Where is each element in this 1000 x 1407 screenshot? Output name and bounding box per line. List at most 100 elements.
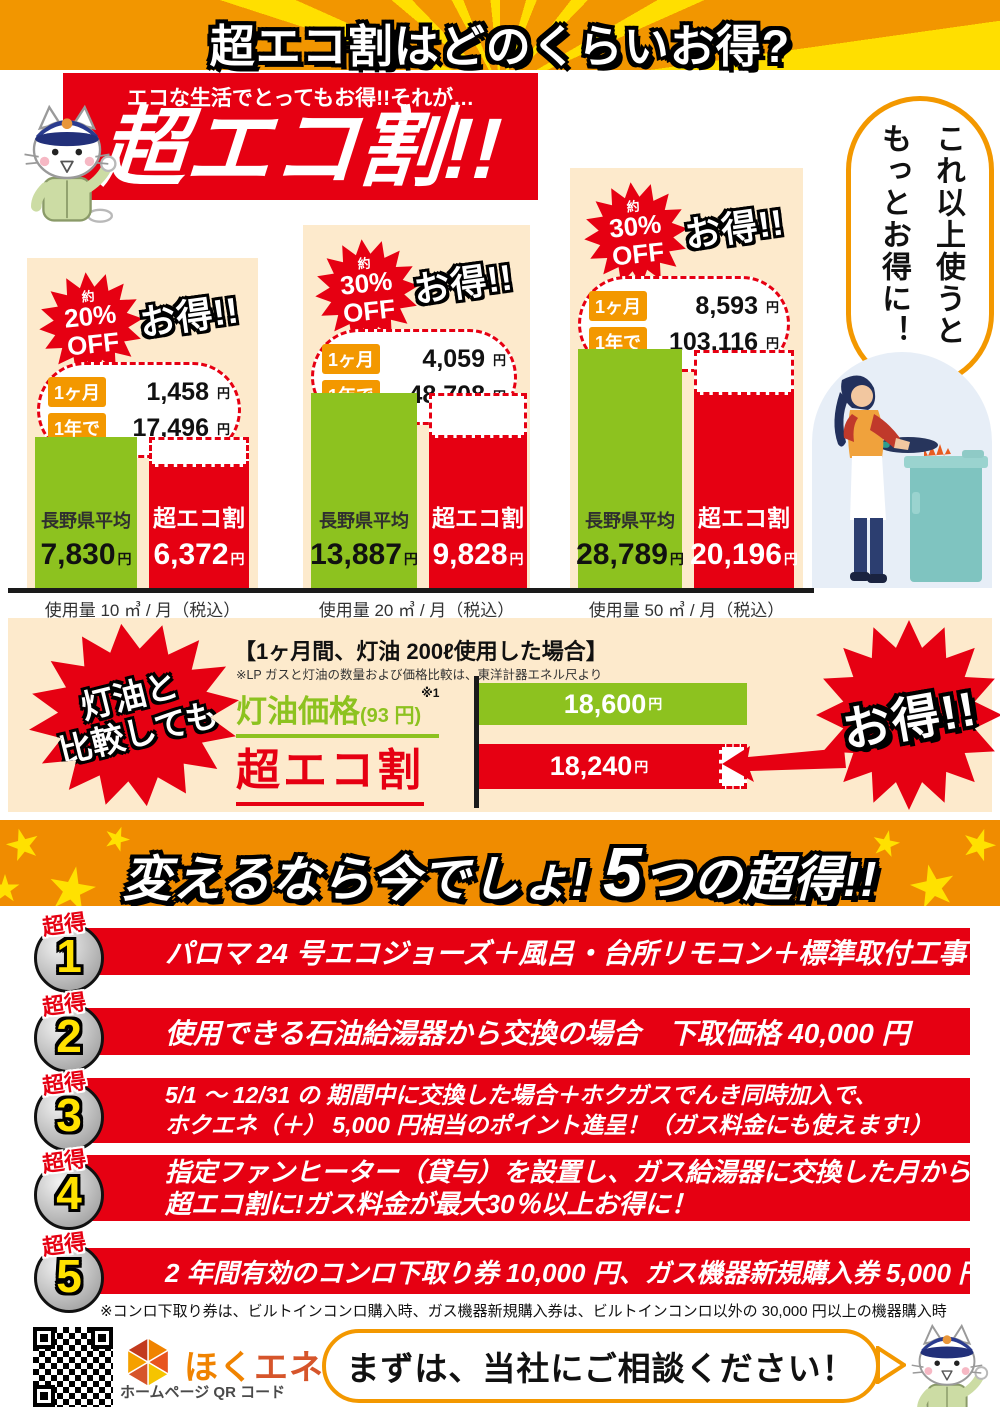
benefit-badge-circle	[34, 923, 104, 993]
benefit-row-1: パロマ 24 号エコジョーズ＋風呂・台所リモコン＋標準取付工事	[55, 928, 970, 975]
bar-value: 20,196	[690, 538, 782, 571]
benefit-text: パロマ 24 号エコジョーズ＋風呂・台所リモコン＋標準取付工事	[165, 937, 967, 969]
kerosene-note: ※LP ガスと灯油の数量および価格比較は、東洋計器エネル尺より	[236, 668, 603, 682]
kerosene-header: 【1ヶ月間、灯油 200ℓ使用した場合】	[234, 639, 608, 664]
chart-panel-usage-10: 約 20% OFF お得!! 1ヶ月 1,458 円 1年で 17,496 円 …	[27, 258, 258, 588]
bar-label: 超エコ割	[698, 505, 790, 531]
cta-text: まずは、当社にご相談ください！	[346, 1350, 856, 1387]
hbar-value: 18,600	[563, 688, 647, 719]
yen-unit: 円	[634, 758, 649, 775]
promo-banner: 変えるなら今でしょ! 5つの超得!!	[0, 820, 1000, 906]
more-savings-bubble: これ以上使うと もっとお得に！	[846, 96, 994, 388]
arrow-icon	[722, 746, 846, 782]
otoku-burst: お得!!	[816, 620, 1000, 810]
promo-title-head: 変えるなら今でしょ!	[122, 853, 603, 906]
hbar-kerosene: 18,600 円	[479, 683, 747, 725]
qr-code	[30, 1324, 116, 1407]
hbar-value: 18,240	[549, 751, 633, 781]
benefit-badge-label: 超得	[40, 989, 88, 1020]
benefit-badge-number: 5	[56, 1250, 82, 1302]
yen-unit: 円	[765, 335, 779, 351]
ecowari-label: 超エコ割	[236, 734, 424, 806]
benefit-badge-circle	[34, 1003, 104, 1073]
qr-finder-icon	[33, 1385, 55, 1407]
bar-cho-eco-wari: 超エコ割 20,196 円	[690, 395, 798, 588]
logo-text-hoku: ほく	[184, 1349, 254, 1387]
bar-dashed-cap	[149, 437, 249, 467]
usage-label: 使用量 10 ㎥ / 月（税込）	[44, 601, 241, 620]
bar-label: 超エコ割	[432, 505, 524, 531]
bar-value: 7,830	[40, 538, 116, 571]
more-bubble-line2: もっとお得に！	[877, 123, 910, 347]
yen-unit: 円	[403, 551, 418, 567]
chart-panel-usage-20: 約 30% OFF お得!! 1ヶ月 4,059 円 1年で 48,708 円 …	[303, 225, 530, 588]
discount-off: OFF	[341, 292, 397, 329]
benefit-text: 指定ファンヒーター（貸与）を設置し、ガス給湯器に交換した月から	[165, 1156, 972, 1187]
benefit-badge-4: 超得 4	[30, 1146, 112, 1232]
discount-burst: 約 30% OFF	[579, 177, 693, 291]
benefit-text: 使用できる石油給湯器から交換の場合 下取価格 40,000 円	[165, 1017, 910, 1049]
page-title: 超エコ割はどのくらいお得?	[209, 21, 791, 72]
hbar-ecowari: 18,240 円	[479, 744, 719, 789]
kerosene-price-label: 灯油価格(93 円) ※1	[236, 686, 440, 738]
benefits-note: ※コンロ下取り券は、ビルトインコンロ購入時、ガス機器新規購入券は、ビルトインコン…	[100, 1303, 947, 1320]
kerosene-comparison-panel: 灯油と 比較しても 【1ヶ月間、灯油 200ℓ使用した場合】 ※LP ガスと灯油…	[8, 618, 1000, 812]
benefit-badge-2: 超得 2	[30, 989, 112, 1075]
cat-mascot-illustration	[8, 100, 126, 230]
yen-unit: 円	[230, 551, 245, 567]
cta-bubble-tail-icon	[876, 1346, 906, 1384]
bar-value: 6,372	[153, 538, 229, 571]
hokuene-logo-text: ほくエネ	[184, 1340, 324, 1389]
kerosene-label-sub: (93 円)	[360, 705, 422, 727]
chart-axis-line	[8, 588, 814, 593]
hokuene-logo-mark	[126, 1336, 170, 1388]
benefit-badge-5: 超得 5	[30, 1229, 112, 1315]
yen-unit: 円	[783, 551, 798, 567]
qr-caption: ホームページ QR コード	[120, 1384, 286, 1401]
promo-title-number: 5	[602, 833, 643, 906]
headline-subtitle: エコな生活でとってもお得!!それが…	[126, 87, 475, 110]
yen-unit: 円	[669, 551, 684, 567]
bar-nagano-average: 長野県平均 13,887 円	[310, 393, 418, 588]
benefit-badge-3: 超得 3	[30, 1068, 112, 1154]
qr-finder-icon	[91, 1327, 113, 1349]
cta-bubble: まずは、当社にご相談ください！	[322, 1329, 880, 1403]
otoku-text: お得!!	[136, 289, 242, 344]
discount-off: OFF	[610, 235, 666, 272]
benefit-badge-number: 3	[56, 1089, 82, 1141]
more-bubble-line1: これ以上使うと	[931, 123, 964, 347]
benefit-badge-1: 超得 1	[30, 909, 112, 995]
kerosene-label-note: ※1	[421, 686, 440, 700]
benefit-badge-circle	[34, 1243, 104, 1313]
usage-label: 使用量 20 ㎥ / 月（税込）	[318, 601, 515, 620]
yen-unit: 円	[216, 385, 230, 401]
logo-text-ene: エネ	[254, 1349, 324, 1387]
save-value-year: 17,496	[132, 413, 209, 442]
otoku-text: お得!!	[838, 682, 982, 759]
headline-title: 超エコ割!!	[96, 101, 505, 197]
yen-unit: 円	[765, 299, 779, 315]
save-value-month: 1,458	[146, 377, 209, 406]
bar-dashed-cap	[429, 393, 527, 438]
benefit-badge-label: 超得	[40, 909, 88, 940]
benefit-text: 5/1 ～ 12/31 の 期間中に交換した場合＋ホクガスでんき同時加入で、	[165, 1081, 878, 1108]
period-badge-month: 1ヶ月	[589, 291, 648, 321]
benefit-row-2: 使用できる石油給湯器から交換の場合 下取価格 40,000 円	[55, 1008, 970, 1055]
benefit-badge-label: 超得	[40, 1068, 88, 1099]
period-badge-month: 1ヶ月	[48, 377, 107, 407]
benefit-row-5: 2 年間有効のコンロ下取り券 10,000 円、ガス機器新規購入券 5,000 …	[55, 1248, 1000, 1294]
yen-unit: 円	[492, 352, 506, 368]
cat-mascot-illustration	[898, 1320, 996, 1407]
discount-off: OFF	[65, 325, 121, 362]
headline-box: エコな生活でとってもお得!!それが… 超エコ割!!	[63, 73, 538, 200]
benefit-badge-circle	[34, 1160, 104, 1230]
chart-panel-usage-50: 約 30% OFF お得!! 1ヶ月 8,593 円 1年で 103,116 円…	[570, 168, 803, 588]
benefit-badge-number: 2	[56, 1010, 82, 1062]
yen-unit: 円	[509, 551, 524, 567]
benefit-badge-label: 超得	[40, 1146, 88, 1177]
benefit-badge-label: 超得	[40, 1229, 88, 1260]
promo-title: 変えるなら今でしょ! 5つの超得!!	[0, 832, 1000, 906]
bar-value: 9,828	[432, 538, 508, 571]
benefit-row-4: 指定ファンヒーター（貸与）を設置し、ガス給湯器に交換した月から 超エコ割に!ガス…	[55, 1155, 972, 1221]
